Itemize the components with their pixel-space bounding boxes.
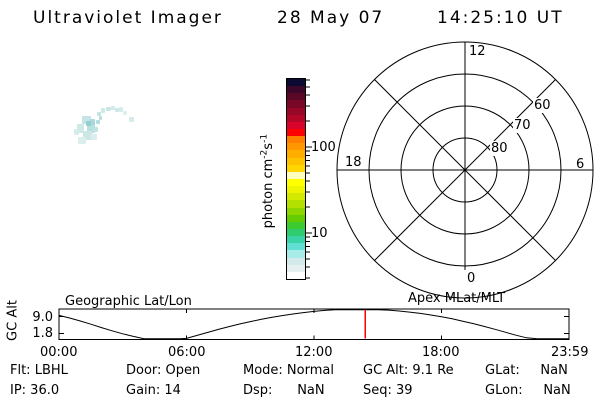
- uvi-image-speckle: [74, 129, 79, 135]
- uvi-image-speckle: [93, 127, 98, 132]
- uvi-image-speckle: [123, 111, 127, 115]
- gc-alt-axis-label: GC Alt: [5, 300, 21, 341]
- colorbar-step: [287, 257, 305, 265]
- status-glon: GLon: NaN: [485, 383, 571, 398]
- polar-hour-18: 18: [345, 155, 362, 170]
- ytick-1-8: 1.8: [32, 326, 53, 341]
- uvi-image-speckle: [96, 120, 100, 124]
- colorbar-step: [287, 193, 305, 201]
- uvi-image-speckle: [111, 106, 115, 110]
- colorbar-step: [287, 236, 305, 244]
- colorbar-tick-100: 100: [311, 140, 336, 155]
- colorbar-step: [287, 107, 305, 115]
- polar-hour-0: 0: [467, 271, 476, 286]
- polar-spoke-diag-sw-ne: [374, 79, 556, 261]
- colorbar-step: [287, 143, 305, 151]
- xtick-0600: 06:00: [168, 345, 206, 360]
- uvi-image-speckle: [119, 107, 123, 112]
- status-glat: GLat: NaN: [485, 363, 568, 378]
- colorbar-step: [287, 186, 305, 194]
- uvi-image-speckle: [78, 137, 86, 144]
- colorbar-step: [287, 86, 305, 94]
- xtick-1200: 12:00: [295, 345, 333, 360]
- colorbar-step: [287, 228, 305, 237]
- status-gain: Gain: 14: [126, 383, 181, 398]
- colorbar-unit-label: photon cm-2s-1: [258, 106, 276, 256]
- uvi-image-speckle: [86, 121, 91, 126]
- colorbar-step: [287, 100, 305, 108]
- colorbar-tick-10: 10: [311, 226, 328, 241]
- polar-mlat-70: 70: [513, 118, 532, 133]
- xtick-1800: 18:00: [422, 345, 460, 360]
- polar-mlat-80: 80: [490, 141, 509, 156]
- colorbar-step: [287, 221, 305, 229]
- status-seq: Seq: 39: [363, 383, 413, 398]
- colorbar-step: [287, 121, 305, 129]
- colorbar-step: [287, 271, 305, 279]
- uvi-image-speckle: [115, 108, 119, 112]
- status-flt: Flt: LBHL: [10, 363, 68, 378]
- colorbar-step: [287, 200, 305, 208]
- xtick-0000: 00:00: [40, 345, 78, 360]
- uvi-image-speckle: [97, 112, 101, 116]
- uvi-image-speckle: [101, 108, 105, 113]
- polar-mlat-60: 60: [533, 98, 552, 113]
- colorbar-step: [287, 114, 305, 122]
- strip-chart-frame: [58, 308, 570, 340]
- geographic-latlon-label: Geographic Lat/Lon: [65, 294, 192, 309]
- uvi-image-speckle: [99, 116, 102, 120]
- ytick-9: 9.0: [32, 310, 53, 325]
- status-dsp: Dsp: NaN: [243, 383, 325, 398]
- gc-alt-curve: [58, 309, 569, 340]
- date-label: 28 May 07: [277, 8, 385, 28]
- xtick-2359: 23:59: [551, 345, 589, 360]
- uvi-image-speckle: [129, 117, 134, 122]
- colorbar-step: [287, 150, 305, 158]
- colorbar-step: [287, 128, 305, 137]
- status-ip: IP: 36.0: [10, 383, 60, 398]
- colorbar-step: [287, 171, 305, 179]
- apex-mlat-mlt-label: Apex MLat/MLT: [408, 291, 506, 306]
- status-gc-alt: GC Alt: 9.1 Re: [363, 363, 454, 378]
- status-mode: Mode: Normal: [243, 363, 334, 378]
- colorbar-step: [287, 136, 305, 144]
- colorbar-step: [287, 157, 305, 165]
- instrument-title: Ultraviolet Imager: [33, 8, 223, 28]
- colorbar-step: [287, 207, 305, 215]
- uvi-image-speckle: [90, 119, 95, 125]
- status-door: Door: Open: [126, 363, 201, 378]
- colorbar-step: [287, 214, 305, 222]
- uvi-image-speckle: [106, 107, 111, 111]
- polar-hour-12: 12: [469, 44, 486, 59]
- uvi-image-speckle: [91, 134, 97, 140]
- colorbar-step: [287, 243, 305, 251]
- colorbar-step: [287, 164, 305, 172]
- colorbar-step: [287, 264, 305, 272]
- time-label: 14:25:10 UT: [437, 8, 564, 28]
- colorbar-step: [287, 93, 305, 101]
- colorbar-unit-text: photon cm-2s-1: [259, 133, 277, 229]
- polar-hour-6: 6: [576, 157, 585, 172]
- colorbar-step: [287, 79, 305, 87]
- colorbar-step: [287, 178, 305, 187]
- colorbar-step: [287, 250, 305, 258]
- colorbar: [286, 78, 306, 280]
